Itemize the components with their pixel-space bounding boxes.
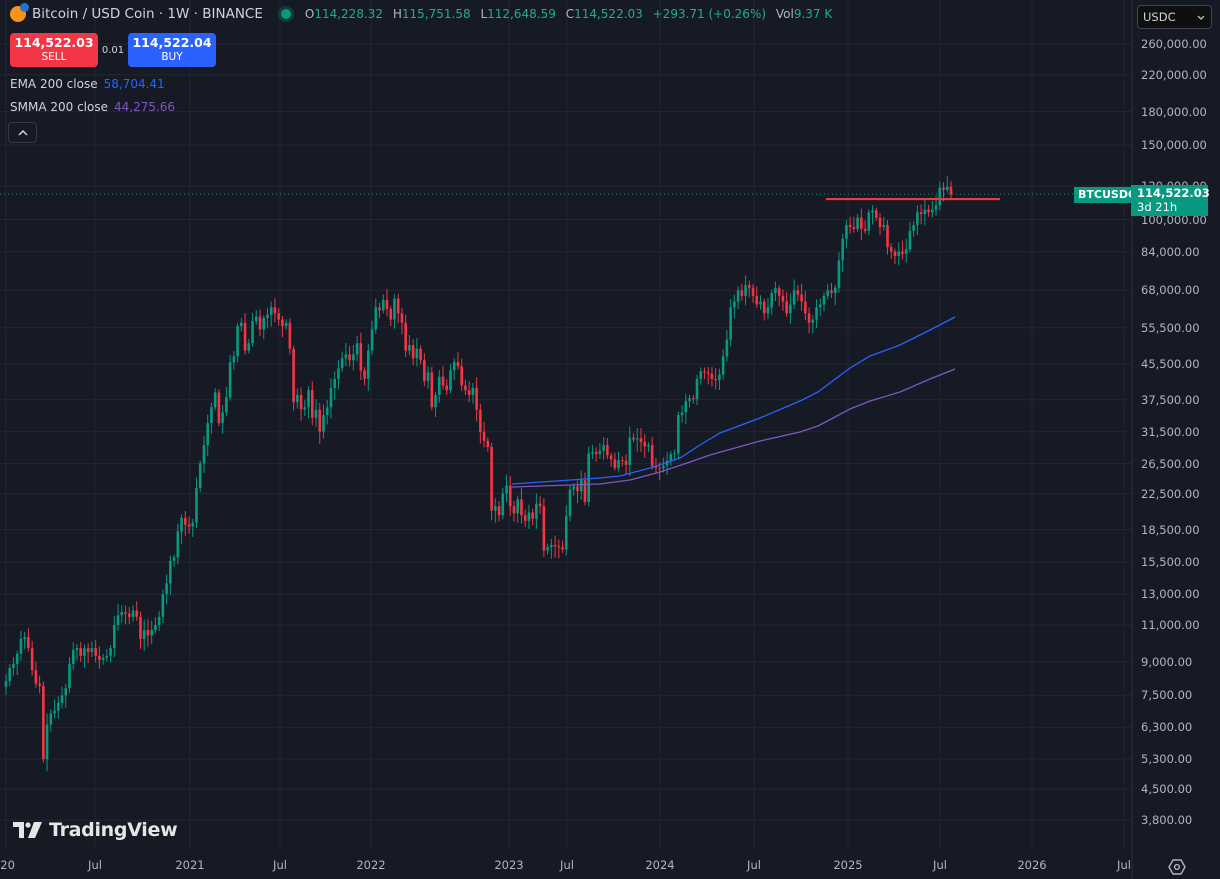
chart-header: Bitcoin / USD Coin · 1W · BINANCE O114,2… [10,3,838,22]
time-axis-label: 2024 [645,858,675,872]
market-open-status-icon [280,9,291,19]
settings-icon[interactable] [1168,858,1186,876]
price-axis-label: 13,000.00 [1141,587,1200,602]
price-axis-label: 150,000.00 [1141,138,1207,153]
time-axis-label: 2023 [494,858,524,872]
price-axis-label: 31,500.00 [1141,424,1200,439]
price-axis-label: 22,500.00 [1141,486,1200,501]
symbol-title[interactable]: Bitcoin / USD Coin · 1W · BINANCE [32,6,263,22]
indicator-smma-200[interactable]: SMMA 200 close 44,275.66 [10,100,175,114]
price-axis-label: 11,000.00 [1141,618,1200,633]
time-axis-label: 2021 [175,858,205,872]
smma-200-line [511,368,956,488]
ema-200-line [511,316,956,485]
change-value: +293.71 (+0.26%) [652,7,767,21]
price-axis-label: 5,300.00 [1141,752,1193,767]
time-axis-label: Jul [273,858,287,872]
price-axis-label: 55,500.00 [1141,320,1200,335]
time-axis-label: 2022 [356,858,386,872]
trade-panel: 114,522.03 SELL 0.01 114,522.04 BUY [10,33,216,67]
volume-value: 9.37 K [793,7,833,21]
open-value: 114,228.32 [314,7,384,21]
low-value: 112,648.59 [487,7,556,21]
currency-value: USDC [1143,10,1176,24]
time-axis-label: Jul [933,858,947,872]
price-axis-label: 15,500.00 [1141,555,1200,570]
tradingview-logo-icon [13,822,42,838]
price-axis-label: 100,000.00 [1141,212,1207,227]
logo-text: TradingView [49,819,178,841]
time-axis-label: 2026 [1017,858,1047,872]
time-axis-label: Jul [1117,858,1131,872]
time-axis-label: Jul [88,858,102,872]
high-value: 115,751.58 [401,7,471,21]
high-label: H [392,7,402,21]
price-axis-label: 220,000.00 [1141,67,1207,82]
last-price-tag: 114,522.03 3d 21h [1131,185,1210,216]
price-axis-label: 260,000.00 [1141,37,1207,51]
price-axis-label: 7,500.00 [1141,688,1193,703]
buy-button[interactable]: 114,522.04 BUY [128,33,216,67]
price-axis-label: 9,000.00 [1141,654,1193,669]
price-axis-label: 37,500.00 [1141,392,1200,407]
collapse-legend-button[interactable] [8,122,37,143]
indicator-label: EMA 200 close [10,77,98,91]
spread-value: 0.01 [101,44,125,56]
currency-select[interactable]: USDC [1137,5,1212,29]
price-axis-label: 45,500.00 [1141,357,1200,372]
chart-grid [0,0,1132,850]
ohlc-values: O114,228.32 H115,751.58 L112,648.59 C114… [305,7,838,21]
symbol-price-tag: BTCUSDC [1074,187,1141,203]
sell-label: SELL [41,51,67,63]
buy-price: 114,522.04 [132,35,212,50]
price-axis-label: 18,500.00 [1141,522,1200,537]
tradingview-logo[interactable]: TradingView [13,819,178,841]
price-axis-label: 84,000.00 [1141,244,1200,259]
price-axis-label: 6,300.00 [1141,720,1193,735]
sell-button[interactable]: 114,522.03 SELL [10,33,98,67]
last-price: 114,522.03 [1137,186,1210,200]
chevron-down-icon [1197,15,1205,20]
price-axis-label: 4,500.00 [1141,782,1193,797]
bitcoin-icon [10,3,29,22]
indicator-value: 58,704.41 [103,77,165,91]
time-axis-label: Jul [747,858,761,872]
volume-label: Vol [775,7,794,21]
time-axis-label: 2025 [833,858,863,872]
indicator-value: 44,275.66 [113,100,176,114]
sell-price: 114,522.03 [14,35,94,50]
candlestick-series [4,175,953,772]
close-value: 114,522.03 [574,7,643,21]
open-label: O [304,7,315,21]
chevron-up-icon [17,129,28,136]
price-axis-label: 68,000.00 [1141,283,1200,298]
time-axis-label: Jul [560,858,574,872]
indicator-ema-200[interactable]: EMA 200 close 58,704.41 [10,77,165,91]
bar-countdown: 3d 21h [1137,200,1178,214]
indicator-label: SMMA 200 close [10,100,108,114]
low-label: L [480,7,488,21]
time-axis-label: '20 [0,858,15,872]
price-axis-label: 26,500.00 [1141,456,1200,471]
price-axis-label: 180,000.00 [1141,104,1207,119]
price-axis-label: 3,800.00 [1141,813,1193,828]
close-label: C [565,7,575,21]
buy-label: BUY [161,51,183,63]
